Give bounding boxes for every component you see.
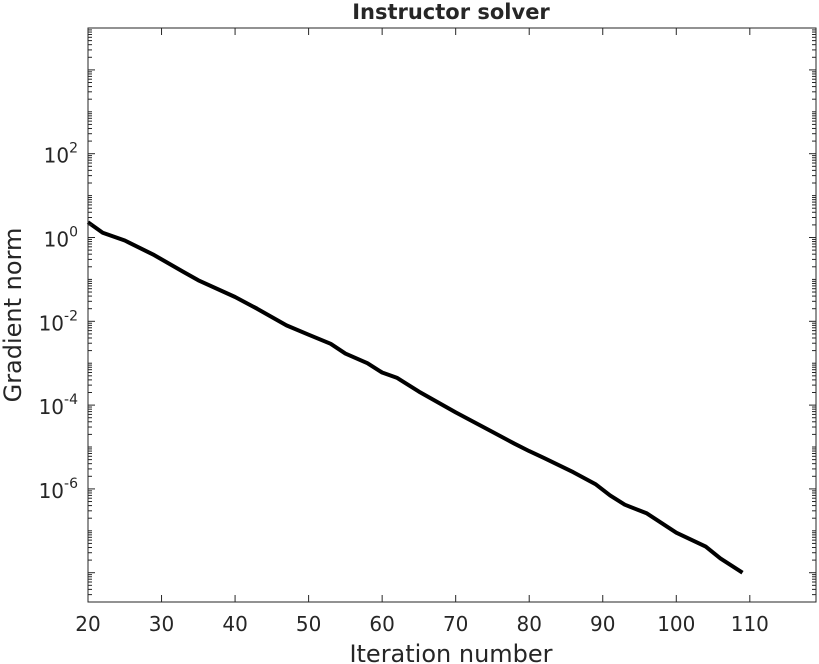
chart-title: Instructor solver — [352, 0, 550, 24]
x-tick-label: 40 — [222, 612, 247, 636]
y-tick-label: 100 — [44, 225, 78, 252]
x-tick-label: 90 — [590, 612, 615, 636]
y-tick-label: 10-6 — [39, 476, 79, 503]
x-tick-label: 110 — [731, 612, 769, 636]
y-tick-label: 102 — [44, 141, 78, 168]
y-axis: 102 100 10-2 10-4 10-6 — [39, 27, 816, 603]
series-line-0 — [86, 220, 744, 575]
x-tick-label: 20 — [75, 612, 100, 636]
x-axis-label: Iteration number — [349, 640, 552, 664]
x-tick-label: 30 — [149, 612, 174, 636]
x-tick-label: 80 — [516, 612, 541, 636]
x-axis: 20 30 40 50 60 70 80 90 100 110 — [75, 28, 769, 636]
x-tick-label: 50 — [296, 612, 321, 636]
x-tick-label: 70 — [443, 612, 468, 636]
axes-box — [87, 27, 817, 603]
plot-area — [86, 220, 744, 575]
y-tick-label: 10-4 — [39, 392, 79, 419]
y-tick-label: 10-2 — [39, 308, 78, 335]
x-tick-label: 60 — [369, 612, 394, 636]
x-tick-label: 100 — [657, 612, 695, 636]
y-axis-label: Gradient norm — [0, 228, 27, 403]
